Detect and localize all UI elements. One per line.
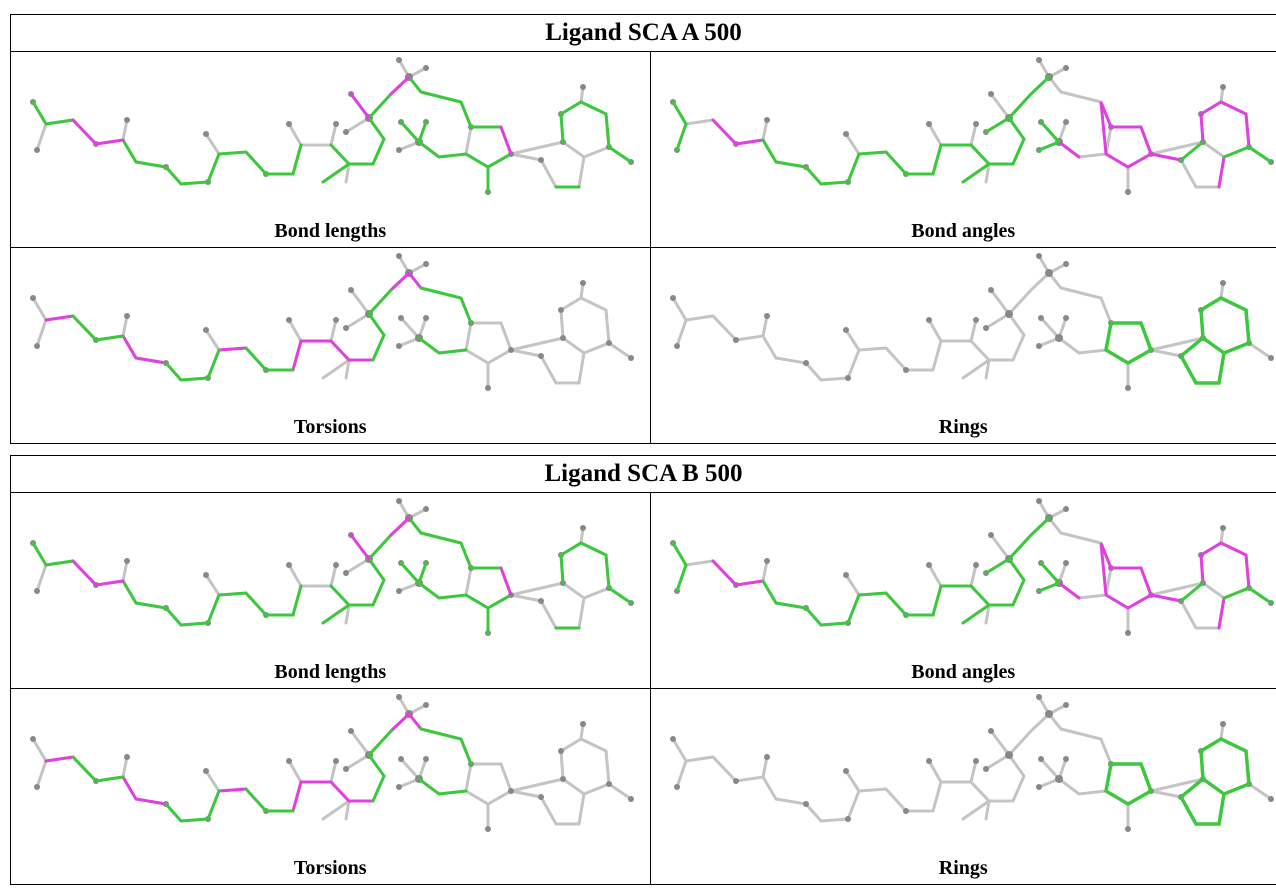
panel: Rings bbox=[649, 689, 1276, 884]
caption: Bond angles bbox=[911, 220, 1016, 242]
row: Torsions Rings bbox=[11, 247, 1276, 443]
caption: Torsions bbox=[293, 416, 367, 438]
panel: Rings bbox=[649, 248, 1276, 443]
row: Torsions Rings bbox=[11, 688, 1276, 884]
molecule bbox=[28, 496, 636, 638]
caption: Bond angles bbox=[911, 661, 1016, 683]
molecule bbox=[28, 692, 636, 834]
panel: Torsions bbox=[11, 689, 650, 884]
molecule bbox=[668, 55, 1275, 197]
caption: Rings bbox=[938, 857, 988, 879]
caption: Bond lengths bbox=[274, 220, 387, 242]
panel: Bond angles bbox=[649, 493, 1276, 688]
molecule bbox=[668, 496, 1275, 638]
panel: Bond lengths bbox=[11, 493, 650, 688]
table-title: Ligand SCA A 500 bbox=[11, 15, 1276, 52]
caption: Torsions bbox=[293, 857, 367, 879]
panel: Bond angles bbox=[649, 52, 1276, 247]
table-title: Ligand SCA B 500 bbox=[11, 456, 1276, 493]
molecule bbox=[28, 251, 636, 393]
molecule bbox=[668, 251, 1275, 393]
ligand-table: Ligand SCA A 500 Bond lengths Bond angle… bbox=[10, 14, 1276, 444]
molecule bbox=[668, 692, 1275, 834]
panel: Bond lengths bbox=[11, 52, 650, 247]
molecule bbox=[28, 55, 636, 197]
caption: Bond lengths bbox=[274, 661, 387, 683]
caption: Rings bbox=[938, 416, 988, 438]
row: Bond lengths Bond angles bbox=[11, 52, 1276, 247]
row: Bond lengths Bond angles bbox=[11, 493, 1276, 688]
ligand-table: Ligand SCA B 500 Bond lengths Bond angle… bbox=[10, 455, 1276, 885]
panel: Torsions bbox=[11, 248, 650, 443]
